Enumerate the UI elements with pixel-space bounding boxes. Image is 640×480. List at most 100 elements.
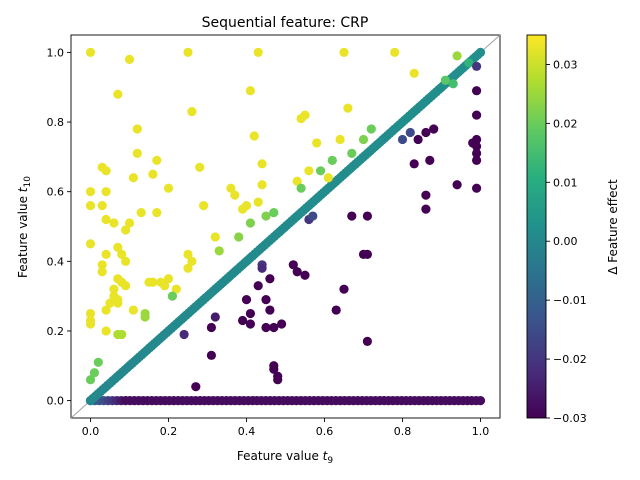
data-point <box>97 267 107 277</box>
data-point <box>249 131 259 141</box>
data-point <box>132 124 142 134</box>
data-point <box>452 51 462 61</box>
data-point <box>339 47 349 58</box>
x-axis-label: Feature value t9 <box>237 449 333 466</box>
data-point <box>245 308 255 319</box>
colorbar-label: Δ Feature effect <box>606 179 620 275</box>
data-point <box>85 47 96 58</box>
data-point <box>335 134 345 145</box>
data-point <box>85 201 96 211</box>
data-point <box>101 166 111 176</box>
data-point <box>269 207 279 218</box>
y-tick-label: 0.2 <box>47 325 65 338</box>
y-axis-label: Feature value t10 <box>16 176 33 278</box>
data-point <box>148 277 158 287</box>
data-point <box>269 322 279 333</box>
data-point <box>472 141 482 152</box>
data-point <box>128 173 138 183</box>
data-point <box>187 256 197 266</box>
data-point <box>397 134 408 145</box>
data-point <box>89 368 99 378</box>
data-point <box>124 54 135 64</box>
x-tick-label: 1.0 <box>472 425 490 438</box>
data-point <box>362 336 372 346</box>
data-point <box>160 281 170 291</box>
data-point <box>101 326 111 336</box>
data-point <box>308 211 318 221</box>
data-point <box>296 183 306 193</box>
data-point <box>312 138 322 148</box>
data-point <box>101 187 111 197</box>
data-point <box>257 159 267 169</box>
data-point <box>238 315 248 326</box>
data-point <box>121 256 131 266</box>
data-point <box>101 214 111 225</box>
data-point <box>101 305 111 315</box>
data-point <box>183 263 193 273</box>
data-point <box>316 166 326 176</box>
x-tick-label: 0.8 <box>394 425 412 438</box>
data-point <box>85 187 96 197</box>
data-point <box>163 274 174 284</box>
data-point <box>265 274 275 284</box>
data-point <box>292 176 302 186</box>
data-point <box>234 232 244 242</box>
data-point <box>472 183 482 193</box>
chart-title: Sequential feature: CRP <box>202 15 369 31</box>
data-point <box>300 270 310 280</box>
colorbar-tick-label: 0.02 <box>553 117 578 130</box>
data-point <box>347 211 357 221</box>
data-point <box>304 166 314 176</box>
data-point <box>230 190 240 200</box>
data-point <box>265 305 275 315</box>
data-point <box>300 110 310 120</box>
data-point <box>179 329 189 340</box>
data-point <box>85 375 96 385</box>
data-point <box>429 124 439 134</box>
data-point <box>358 249 369 259</box>
data-point <box>452 180 462 190</box>
data-point <box>206 322 216 333</box>
data-point <box>331 305 341 315</box>
data-point <box>97 260 107 270</box>
data-point <box>109 284 119 294</box>
data-point <box>472 86 482 96</box>
data-point <box>85 239 96 249</box>
y-tick-label: 0.0 <box>47 395 65 408</box>
data-point <box>339 284 349 294</box>
data-point <box>241 201 252 211</box>
y-tick-label: 0.4 <box>47 255 65 268</box>
data-point <box>113 298 123 308</box>
data-point <box>421 190 431 200</box>
data-point <box>421 127 431 138</box>
data-point <box>409 159 419 169</box>
y-tick-label: 0.6 <box>47 186 65 199</box>
x-tick-label: 0.0 <box>82 425 100 438</box>
data-point <box>362 211 372 221</box>
data-point <box>261 295 271 305</box>
data-point <box>128 305 138 315</box>
data-point <box>171 284 181 294</box>
data-point <box>117 249 127 259</box>
data-point <box>152 207 162 218</box>
data-point <box>347 148 357 158</box>
data-point <box>261 211 271 221</box>
data-point <box>277 319 287 329</box>
colorbar-tick-label: −0.03 <box>553 412 587 425</box>
data-point <box>343 103 353 113</box>
colorbar-tick-label: 0.00 <box>553 235 578 248</box>
data-point <box>413 134 423 145</box>
data-point <box>183 249 193 259</box>
data-point <box>323 173 333 183</box>
data-point <box>97 201 107 211</box>
data-point <box>206 350 216 360</box>
data-point <box>124 218 135 228</box>
data-point <box>148 169 158 179</box>
data-point <box>117 329 127 340</box>
data-point <box>261 322 271 333</box>
data-point <box>327 155 337 165</box>
data-point <box>140 312 150 322</box>
data-point <box>288 260 298 270</box>
data-point <box>269 364 279 374</box>
